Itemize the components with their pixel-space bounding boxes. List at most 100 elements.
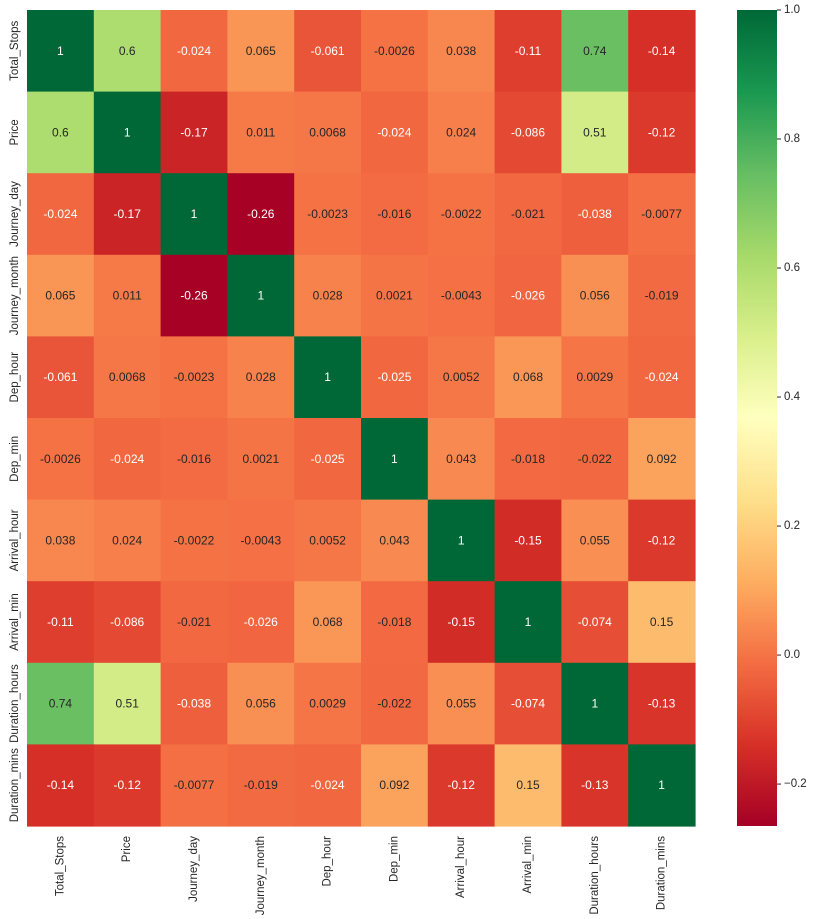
- heatmap-cell-r1-c0: [27, 91, 95, 174]
- x-tick-label-7: Arrival_min: [522, 836, 534, 894]
- heatmap-cell-r9-c7: [494, 744, 562, 827]
- x-tick-label-9: Duration_mins: [656, 836, 668, 910]
- heatmap-cell-r4-c4: [294, 336, 362, 419]
- heatmap-cell-r0-c0: [27, 10, 95, 93]
- heatmap-annotation-r3-c9: -0.019: [645, 289, 679, 303]
- heatmap-cell-r0-c1: [93, 10, 162, 93]
- heatmap-cell-r3-c9: [628, 254, 696, 337]
- heatmap-cell-r1-c4: [294, 91, 362, 174]
- heatmap-annotation-r2-c9: -0.0077: [641, 207, 682, 221]
- heatmap-annotation-r6-c1: 0.024: [112, 533, 142, 547]
- heatmap-annotation-r1-c3: 0.011: [246, 125, 275, 139]
- colorbar-tick-label-1: 0.8: [784, 133, 800, 145]
- heatmap-annotation-r0-c7: -0.11: [515, 44, 542, 58]
- heatmap-cell-r0-c5: [361, 10, 429, 93]
- heatmap-cell-r2-c1: [93, 173, 162, 256]
- heatmap-cell-r9-c0: [27, 744, 95, 827]
- heatmap-cell-r5-c1: [93, 418, 162, 501]
- heatmap-cell-r9-c4: [294, 744, 362, 827]
- colorbar-tick-label-2: 0.6: [784, 262, 800, 274]
- heatmap-annotation-r4-c5: -0.025: [377, 370, 411, 384]
- heatmap-cell-r4-c7: [494, 336, 562, 419]
- heatmap-cell-r3-c4: [294, 254, 362, 337]
- heatmap-cell-r1-c3: [227, 91, 295, 174]
- heatmap-cell-r2-c0: [27, 173, 95, 256]
- heatmap-annotation-r7-c3: -0.026: [244, 615, 278, 629]
- heatmap-annotation-r9-c0: -0.14: [47, 778, 75, 792]
- heatmap-annotation-r4-c2: -0.0023: [174, 370, 215, 384]
- colorbar-tick-label-4: 0.2: [784, 520, 800, 532]
- heatmap-cell-r8-c1: [93, 662, 162, 745]
- heatmap-annotation-r2-c4: -0.0023: [307, 207, 348, 221]
- heatmap-annotation-r9-c2: -0.0077: [174, 778, 215, 792]
- heatmap-annotation-r8-c9: -0.13: [648, 697, 676, 711]
- y-tick-label-7: Arrival_min: [9, 593, 21, 651]
- heatmap-cell-r5-c9: [628, 418, 696, 501]
- heatmap-cell-r9-c9: [628, 744, 696, 827]
- heatmap-cell-r0-c9: [628, 10, 696, 93]
- heatmap-cell-r6-c8: [561, 499, 629, 582]
- heatmap-annotation-r5-c3: 0.0021: [242, 452, 279, 466]
- heatmap-annotation-r0-c9: -0.14: [648, 44, 676, 58]
- heatmap-cell-r0-c8: [561, 10, 629, 93]
- heatmap-cell-r6-c7: [494, 499, 562, 582]
- heatmap-cell-r3-c8: [561, 254, 629, 337]
- heatmap-annotation-r8-c1: 0.51: [116, 697, 140, 711]
- heatmap-annotation-r5-c6: 0.043: [446, 452, 476, 466]
- heatmap-annotation-r8-c5: -0.022: [377, 697, 411, 711]
- heatmap-cell-r8-c9: [628, 662, 696, 745]
- x-tick-label-8: Duration_hours: [589, 836, 601, 915]
- colorbar-tick-label-3: 0.4: [784, 391, 801, 403]
- heatmap-annotation-r7-c9: 0.15: [650, 615, 674, 629]
- heatmap-cell-r1-c7: [494, 91, 562, 174]
- heatmap-cell-r1-c8: [561, 91, 629, 174]
- heatmap-cell-r4-c9: [628, 336, 696, 419]
- y-tick-label-6: Arrival_hour: [9, 509, 21, 571]
- heatmap-annotation-r8-c3: 0.056: [246, 697, 276, 711]
- heatmap-annotation-r0-c2: -0.024: [177, 44, 211, 58]
- heatmap-cell-r8-c6: [427, 662, 496, 745]
- heatmap-annotation-r1-c8: 0.51: [583, 125, 607, 139]
- heatmap-cell-r1-c6: [427, 91, 496, 174]
- heatmap-cell-r1-c9: [628, 91, 696, 174]
- heatmap-annotation-r7-c4: 0.068: [313, 615, 343, 629]
- heatmap-cell-r8-c3: [227, 662, 295, 745]
- heatmap-cell-r8-c8: [561, 662, 629, 745]
- heatmap-cell-r2-c7: [494, 173, 562, 256]
- heatmap-annotation-r9-c9: 1: [658, 778, 665, 792]
- heatmap-cell-r7-c6: [427, 581, 496, 664]
- heatmap-cell-r9-c8: [561, 744, 629, 827]
- colorbar-tick-label-0: 1.0: [784, 4, 800, 16]
- heatmap-cell-r2-c4: [294, 173, 362, 256]
- heatmap-annotation-r1-c0: 0.6: [52, 125, 69, 139]
- heatmap-annotation-r0-c1: 0.6: [119, 44, 136, 58]
- heatmap-cell-r7-c2: [160, 581, 228, 664]
- heatmap-annotation-r1-c6: 0.024: [446, 125, 476, 139]
- heatmap-annotation-r6-c5: 0.043: [379, 533, 409, 547]
- heatmap-annotation-r9-c1: -0.12: [114, 778, 142, 792]
- heatmap-annotation-r2-c0: -0.024: [43, 207, 77, 221]
- heatmap-annotation-r8-c7: -0.074: [511, 697, 545, 711]
- heatmap-annotation-r0-c4: -0.061: [311, 44, 345, 58]
- heatmap-annotation-r1-c1: 1: [124, 125, 131, 139]
- heatmap-cell-r6-c5: [361, 499, 429, 582]
- heatmap-annotation-r8-c8: 1: [591, 697, 598, 711]
- heatmap-cell-r3-c0: [27, 254, 95, 337]
- y-tick-label-0: Total_Stops: [9, 21, 21, 81]
- heatmap-cell-r3-c3: [227, 254, 295, 337]
- heatmap-cell-r4-c0: [27, 336, 95, 419]
- heatmap-cell-r6-c9: [628, 499, 696, 582]
- heatmap-cell-r6-c0: [27, 499, 95, 582]
- heatmap-annotation-r0-c3: 0.065: [246, 44, 276, 58]
- heatmap-annotation-r8-c0: 0.74: [49, 697, 73, 711]
- heatmap-cell-r4-c3: [227, 336, 295, 419]
- heatmap-annotation-r8-c6: 0.055: [446, 697, 476, 711]
- heatmap-annotation-r5-c8: -0.022: [578, 452, 612, 466]
- heatmap-annotation-r2-c8: -0.038: [578, 207, 612, 221]
- heatmap-cell-r0-c2: [160, 10, 228, 93]
- heatmap-annotation-r2-c2: 1: [191, 207, 198, 221]
- heatmap-cell-r7-c3: [227, 581, 295, 664]
- x-tick-label-5: Dep_min: [388, 836, 400, 882]
- heatmap-cell-r9-c2: [160, 744, 228, 827]
